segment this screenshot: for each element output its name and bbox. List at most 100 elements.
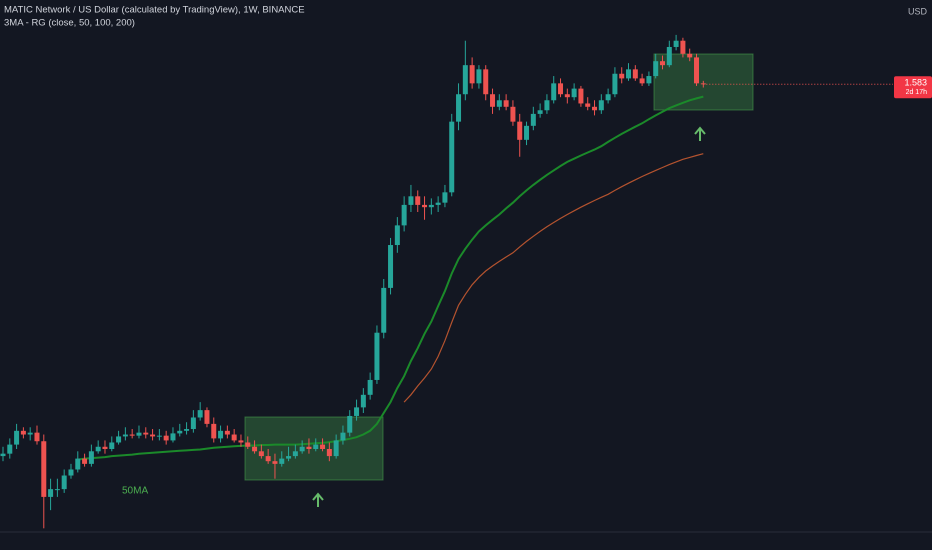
candle-body	[129, 434, 135, 436]
candle-body	[88, 451, 94, 464]
candle-body	[102, 446, 108, 450]
candle-body	[163, 435, 169, 441]
candle-body	[184, 429, 190, 431]
candle-body	[524, 125, 530, 140]
ma-line	[77, 95, 704, 461]
countdown-label: 2d 17h	[906, 89, 928, 96]
candle-body	[367, 379, 373, 395]
candle-body	[388, 245, 394, 288]
candle-body	[598, 100, 604, 111]
candle-body	[435, 202, 441, 205]
candle-body	[95, 446, 101, 452]
candle-body	[48, 489, 54, 497]
candle-body	[374, 332, 380, 380]
candle-body	[177, 430, 183, 434]
candle-body	[218, 430, 224, 439]
candle-body	[224, 430, 230, 435]
candle-body	[694, 57, 700, 84]
candle-body	[612, 73, 618, 95]
candle-body	[626, 69, 632, 79]
plot	[0, 34, 893, 529]
candle-body	[0, 453, 6, 457]
candle-body	[646, 76, 652, 84]
candle-body	[306, 446, 312, 450]
candle-body	[415, 196, 421, 205]
candle-body	[252, 446, 258, 452]
candle-body	[197, 410, 203, 418]
candle-body	[75, 458, 81, 470]
candle-body	[653, 61, 659, 77]
candle-body	[61, 475, 67, 490]
candle-body	[592, 106, 598, 111]
candle-body	[544, 100, 550, 111]
candle-body	[639, 78, 645, 84]
candle-body	[449, 121, 455, 193]
candle-body	[394, 225, 400, 246]
candle-body	[530, 113, 536, 126]
candle-body	[605, 94, 611, 101]
candle-body	[510, 106, 516, 122]
candle-body	[156, 435, 162, 437]
candle-body	[313, 444, 319, 450]
candle-body	[442, 192, 448, 203]
candle-body	[360, 394, 366, 408]
candle-body	[496, 100, 502, 107]
candle-body	[320, 444, 326, 450]
candle-body	[673, 40, 679, 47]
candle-body	[585, 103, 591, 107]
candle-body	[347, 415, 353, 433]
series-annotation: 50MA	[122, 486, 148, 497]
candle-body	[578, 88, 584, 104]
candle-body	[490, 94, 496, 107]
candle-body	[476, 69, 482, 84]
candle-body	[279, 458, 285, 464]
candle-body	[340, 432, 346, 441]
candle-body	[190, 417, 196, 430]
candle-body	[299, 446, 305, 452]
candle-body	[503, 100, 509, 107]
candle-body	[170, 433, 176, 441]
candle-body	[469, 65, 475, 84]
candle-body	[143, 432, 149, 435]
candle-body	[401, 204, 407, 226]
candle-body	[564, 94, 570, 98]
candle-body	[150, 434, 156, 437]
candle-body	[245, 442, 251, 447]
candle-body	[82, 458, 88, 464]
candle-body	[381, 287, 387, 333]
candle-body	[258, 451, 264, 457]
candle-body	[517, 121, 523, 140]
candle-body	[41, 441, 47, 497]
last-price-tag	[894, 76, 932, 99]
candle-body	[551, 83, 557, 101]
candle-body	[204, 410, 210, 424]
candle-body	[286, 456, 292, 459]
candle-body	[666, 46, 672, 66]
candle-body	[14, 430, 20, 445]
candle-body	[34, 432, 40, 442]
candle-body	[20, 430, 26, 435]
candle-body	[680, 40, 686, 54]
candle-body	[238, 440, 244, 443]
candle-body	[211, 423, 217, 439]
candle-body	[326, 449, 332, 457]
candle-body	[7, 444, 13, 454]
candle-body	[408, 196, 414, 205]
candle-body	[68, 469, 74, 476]
candle-body	[109, 442, 115, 450]
candle-body	[428, 204, 434, 208]
candle-body	[687, 53, 693, 58]
last-price-label: 1.583	[904, 78, 927, 88]
candle-body	[422, 204, 428, 208]
candle-body	[122, 434, 128, 437]
chart-subtitle: 3MA - RG (close, 50, 100, 200)	[4, 18, 135, 29]
candle-body	[632, 69, 638, 79]
axis-unit: USD	[908, 6, 928, 16]
candle-body	[54, 489, 60, 491]
candle-body	[456, 94, 462, 122]
candle-body	[333, 440, 339, 457]
candle-body	[462, 65, 468, 95]
chart-title: MATIC Network / US Dollar (calculated by…	[4, 5, 305, 16]
candle-body	[483, 69, 489, 95]
